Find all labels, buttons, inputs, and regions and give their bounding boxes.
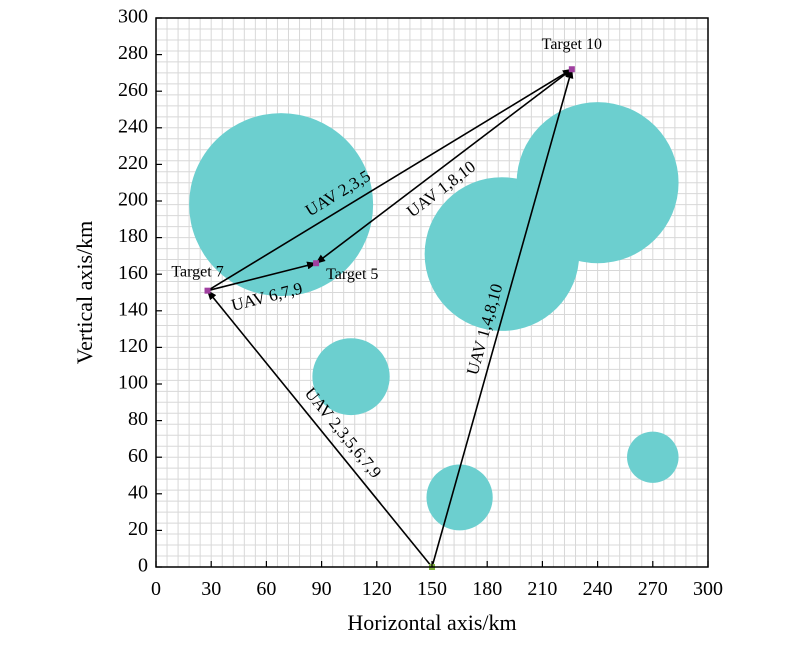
x-tick-label: 30 (201, 578, 221, 600)
x-axis-title: Horizontal axis/km (347, 610, 516, 635)
axis-ticks: 0 30 60 90 120 150 180 210 240 270 300 0 20 40 60 80 100… (118, 6, 723, 600)
path-arrow-5 (315, 68, 573, 264)
target-point-1 (204, 287, 211, 294)
y-tick-label: 140 (118, 298, 148, 320)
uav-paths (206, 68, 574, 568)
y-tick-label: 120 (118, 335, 148, 357)
x-tick-label: 270 (638, 578, 668, 600)
y-tick-label: 180 (118, 225, 148, 247)
target-label: Target 7 (171, 263, 223, 280)
y-tick-label: 260 (118, 79, 148, 101)
obstacle-circle-6 (627, 431, 679, 483)
x-tick-label: 120 (362, 578, 392, 600)
x-tick-label: 60 (256, 578, 276, 600)
obstacle-circle-4 (312, 338, 390, 416)
x-tick-label: 90 (312, 578, 332, 600)
y-tick-label: 280 (118, 42, 148, 64)
target-label: Target 5 (326, 266, 378, 283)
path-arrow-4 (207, 68, 573, 292)
y-tick-label: 300 (118, 6, 148, 28)
y-tick-label: 240 (118, 115, 148, 137)
y-tick-label: 100 (118, 372, 148, 394)
y-tick-label: 20 (128, 518, 148, 540)
y-tick-label: 160 (118, 262, 148, 284)
y-tick-label: 0 (138, 555, 148, 577)
target-point-2 (313, 260, 320, 267)
x-tick-label: 0 (151, 578, 161, 600)
x-tick-label: 240 (583, 578, 613, 600)
x-tick-label: 300 (693, 578, 723, 600)
y-tick-label: 60 (128, 445, 148, 467)
obstacle-circle-3 (516, 102, 679, 264)
y-tick-label: 220 (118, 152, 148, 174)
x-tick-label: 150 (417, 578, 447, 600)
path-arrow-2 (431, 68, 574, 568)
y-tick-label: 80 (128, 408, 148, 430)
y-tick-label: 40 (128, 481, 148, 503)
target-label: Target 10 (542, 36, 602, 53)
obstacle-circle-5 (426, 464, 493, 531)
y-axis-title: Vertical axis/km (72, 221, 97, 365)
obstacle-circle-1 (189, 113, 374, 297)
path-arrow-1 (206, 289, 433, 568)
obstacles (189, 102, 679, 531)
y-tick-label: 200 (118, 189, 148, 211)
path-arrow-3 (207, 261, 318, 292)
x-tick-label: 180 (472, 578, 502, 600)
target-point-3 (568, 66, 575, 73)
x-tick-label: 210 (527, 578, 557, 600)
